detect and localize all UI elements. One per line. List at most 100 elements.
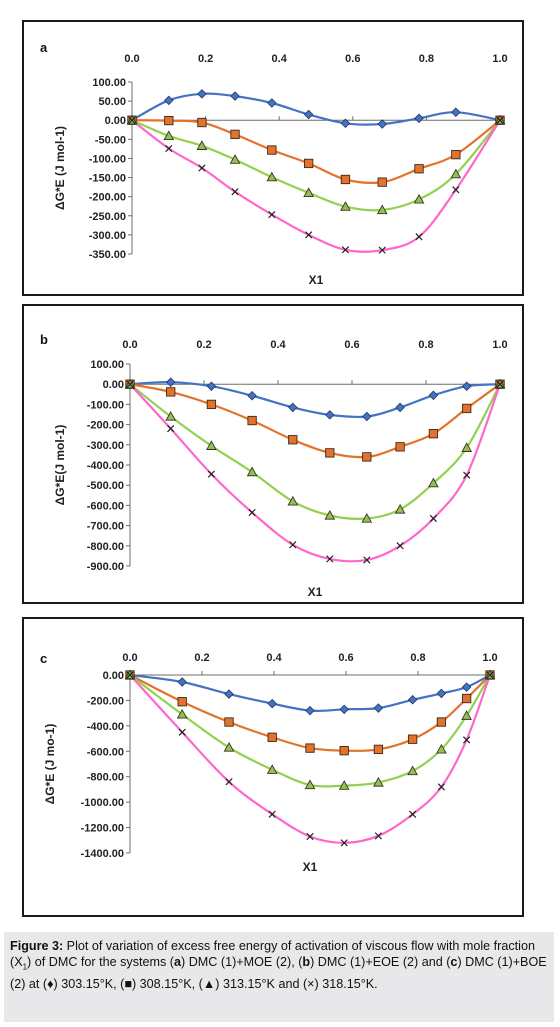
y-tick-label-a-4: -100.00 <box>89 153 126 165</box>
caption-symbol-square: ■ <box>124 976 132 991</box>
series-markers-b-2 <box>124 378 506 523</box>
data-point-c-3-0 <box>126 671 134 679</box>
x-tick-label-a-5: 1.0 <box>492 53 507 65</box>
data-point-c-3-9 <box>462 736 471 744</box>
data-point-b-2-5 <box>324 509 336 520</box>
data-point-a-2-8 <box>413 193 425 204</box>
x-tick-label-a-2: 0.4 <box>272 53 288 65</box>
data-point-c-1-7 <box>407 734 418 744</box>
data-point-c-2-6 <box>373 776 384 787</box>
caption-text-3: ) DMC (1)+MOE (2), ( <box>181 955 303 969</box>
data-point-b-0-3 <box>247 390 257 401</box>
x-tick-label-b-2: 0.4 <box>270 339 286 351</box>
y-tick-label-c-5: -1000.00 <box>81 797 124 809</box>
data-point-b-0-9 <box>461 381 472 391</box>
data-point-a-2-6 <box>340 201 351 211</box>
x-tick-label-a-3: 0.6 <box>345 53 360 65</box>
y-tick-label-b-1: 0.00 <box>103 379 124 391</box>
data-point-c-0-4 <box>305 705 315 716</box>
chart-b-svg: b 100.00 0.00 -100.00 -200.00 -300.00 -400.00 -… <box>40 332 508 599</box>
data-point-b-2-8 <box>428 477 439 488</box>
data-point-a-1-5 <box>303 158 314 169</box>
data-point-b-1-3 <box>247 415 257 426</box>
caption-label-c: c <box>450 955 458 969</box>
data-point-c-0-5 <box>339 704 349 715</box>
data-point-c-0-7 <box>407 695 418 705</box>
data-point-b-1-1 <box>166 387 176 397</box>
data-point-b-0-2 <box>206 381 217 391</box>
data-point-b-3-4 <box>289 541 297 549</box>
data-point-c-2-8 <box>436 743 447 754</box>
data-point-b-2-6 <box>361 513 373 523</box>
data-point-b-3-10 <box>496 380 504 388</box>
data-point-c-3-5 <box>340 839 348 847</box>
data-point-b-2-3 <box>246 466 258 477</box>
data-point-a-3-1 <box>165 144 173 153</box>
y-tick-label-c-1: -200.00 <box>87 695 124 707</box>
data-point-b-2-4 <box>287 495 299 506</box>
caption-label-b: b <box>302 955 311 969</box>
data-point-c-1-5 <box>339 745 349 756</box>
data-point-c-1-1 <box>177 697 187 707</box>
x-tick-label-a-0: 0.0 <box>124 53 139 65</box>
data-point-a-0-3 <box>230 91 240 101</box>
data-point-c-2-4 <box>304 779 316 790</box>
y-tick-label-a-0: 100.00 <box>92 77 126 89</box>
data-point-b-1-2 <box>206 399 217 410</box>
caption-text-1: Plot of variation of excess free energy … <box>10 939 535 969</box>
data-point-a-3-6 <box>341 246 350 254</box>
y-tick-label-a-9: -350.00 <box>89 249 126 261</box>
series-markers-a-3 <box>128 116 504 254</box>
data-point-b-3-0 <box>126 380 134 388</box>
data-point-b-3-6 <box>363 556 371 564</box>
data-point-a-2-4 <box>266 171 278 182</box>
data-point-b-2-9 <box>461 442 473 452</box>
data-point-b-1-4 <box>288 435 298 445</box>
caption-symbol-diamond: ♦ <box>47 976 54 991</box>
data-point-c-1-3 <box>267 732 277 742</box>
data-point-a-1-1 <box>164 115 174 126</box>
data-point-c-2-3 <box>266 764 278 774</box>
y-tick-label-c-6: -1200.00 <box>81 823 124 835</box>
data-point-a-3-7 <box>378 246 386 254</box>
data-point-c-3-1 <box>178 728 186 736</box>
data-point-b-3-1 <box>167 425 175 433</box>
data-point-a-0-4 <box>267 98 277 108</box>
x-tick-label-b-5: 1.0 <box>492 339 507 351</box>
series-markers-a-1 <box>127 115 505 187</box>
data-point-a-0-1 <box>164 95 174 106</box>
y-tick-label-a-5: -150.00 <box>89 173 126 185</box>
data-point-c-1-9 <box>461 693 472 704</box>
caption-text-4: ) DMC (1)+EOE (2) and ( <box>310 955 451 969</box>
x-tick-label-c-5: 1.0 <box>482 652 497 664</box>
data-point-b-2-2 <box>206 440 217 450</box>
series-markers-a-2 <box>126 114 506 215</box>
y-tick-label-b-6: -500.00 <box>87 480 124 492</box>
data-point-a-1-2 <box>197 117 207 128</box>
data-point-b-1-5 <box>325 448 335 458</box>
data-point-c-3-8 <box>437 783 446 791</box>
data-point-b-0-7 <box>395 402 405 413</box>
data-point-b-2-1 <box>165 410 177 421</box>
series-line-a-3 <box>131 119 501 253</box>
x-tick-label-c-1: 0.2 <box>194 652 209 664</box>
x-tick-label-a-1: 0.2 <box>198 53 213 65</box>
panel-label-a: a <box>40 40 48 55</box>
y-tick-label-a-1: 50.00 <box>98 96 126 108</box>
data-point-c-0-9 <box>461 682 472 692</box>
figure-label: Figure 3: <box>10 939 64 953</box>
data-point-b-3-5 <box>326 555 334 563</box>
data-point-b-0-8 <box>428 390 439 401</box>
chart-c-svg: c 0.00 -200.00 -400.00 -600.00 -800.00 -1000.0… <box>40 651 498 874</box>
y-tick-label-b-4: -300.00 <box>87 440 124 452</box>
data-point-c-0-3 <box>267 698 277 709</box>
data-point-a-3-4 <box>268 211 276 219</box>
data-point-c-3-4 <box>306 832 314 841</box>
series-markers-c-3 <box>126 671 494 847</box>
y-tick-label-c-3: -600.00 <box>87 746 124 758</box>
x-tick-label-c-4: 0.8 <box>410 652 425 664</box>
data-point-c-1-8 <box>436 717 447 727</box>
data-point-a-0-6 <box>340 118 351 129</box>
series-line-a-2 <box>131 119 501 212</box>
data-point-a-2-7 <box>376 204 388 215</box>
